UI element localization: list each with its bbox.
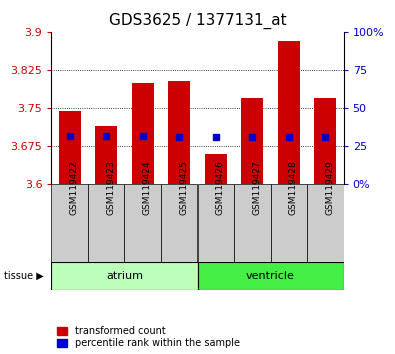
Bar bbox=[307, 184, 344, 262]
Bar bbox=[161, 184, 198, 262]
Bar bbox=[132, 82, 154, 184]
Text: GSM119422: GSM119422 bbox=[70, 161, 79, 215]
Bar bbox=[198, 184, 234, 262]
Text: tissue ▶: tissue ▶ bbox=[4, 271, 44, 281]
Text: GSM119425: GSM119425 bbox=[179, 161, 188, 215]
Text: atrium: atrium bbox=[106, 271, 143, 281]
Bar bbox=[205, 154, 227, 184]
Text: GSM119426: GSM119426 bbox=[216, 161, 225, 215]
Bar bbox=[271, 184, 307, 262]
Bar bbox=[314, 98, 336, 184]
Bar bbox=[51, 262, 198, 290]
Bar bbox=[234, 184, 271, 262]
Bar bbox=[88, 184, 124, 262]
Bar bbox=[278, 41, 300, 184]
Text: GSM119424: GSM119424 bbox=[143, 161, 152, 215]
Bar bbox=[168, 81, 190, 184]
Bar bbox=[51, 184, 88, 262]
Text: GSM119423: GSM119423 bbox=[106, 161, 115, 215]
Bar bbox=[59, 110, 81, 184]
Text: ventricle: ventricle bbox=[246, 271, 295, 281]
Bar bbox=[198, 262, 344, 290]
Bar bbox=[241, 98, 263, 184]
Text: GSM119427: GSM119427 bbox=[252, 161, 261, 215]
Legend: transformed count, percentile rank within the sample: transformed count, percentile rank withi… bbox=[56, 325, 241, 349]
Bar bbox=[124, 184, 161, 262]
Bar bbox=[95, 126, 117, 184]
Text: GSM119428: GSM119428 bbox=[289, 161, 298, 215]
Title: GDS3625 / 1377131_at: GDS3625 / 1377131_at bbox=[109, 13, 286, 29]
Text: GSM119429: GSM119429 bbox=[325, 161, 335, 215]
